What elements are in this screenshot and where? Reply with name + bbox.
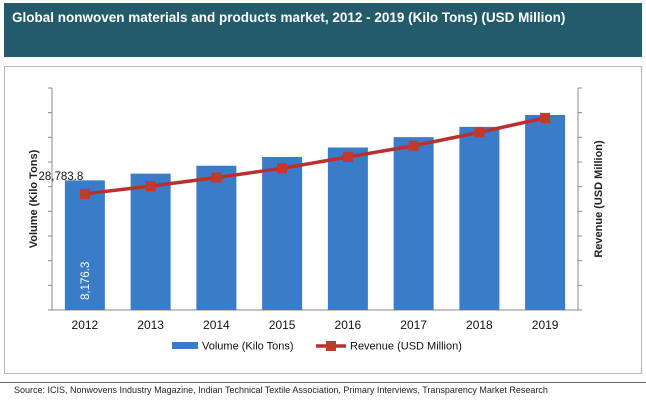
legend-revenue-label: Revenue (USD Million) bbox=[350, 341, 462, 353]
revenue-marker bbox=[277, 163, 288, 174]
revenue-marker bbox=[474, 127, 485, 138]
revenue-marker bbox=[145, 181, 156, 192]
volume-bar bbox=[130, 173, 171, 310]
legend-revenue-marker bbox=[326, 341, 336, 351]
volume-bar bbox=[196, 165, 237, 310]
line-data-label: 28,783.8 bbox=[38, 171, 83, 183]
x-tick-label: 2013 bbox=[137, 318, 164, 332]
right-axis-title: Revenue (USD Million) bbox=[593, 140, 605, 258]
revenue-line bbox=[84, 116, 546, 196]
chart-title: Global nonwoven materials and products m… bbox=[12, 10, 566, 25]
x-tick-label: 2014 bbox=[203, 318, 230, 332]
volume-bar bbox=[525, 114, 566, 310]
x-tick-label: 2012 bbox=[72, 318, 99, 332]
revenue-marker bbox=[79, 188, 90, 199]
source-text: Source: ICIS, Nonwovens Industry Magazin… bbox=[14, 385, 548, 395]
chart-frame bbox=[4, 66, 642, 374]
x-tick-label: 2017 bbox=[400, 318, 427, 332]
source-note: Source: ICIS, Nonwovens Industry Magazin… bbox=[0, 382, 646, 395]
revenue-marker bbox=[540, 112, 551, 123]
legend-volume-swatch bbox=[172, 342, 198, 349]
x-tick-label: 2018 bbox=[466, 318, 493, 332]
chart-title-banner: Global nonwoven materials and products m… bbox=[4, 3, 642, 57]
revenue-marker bbox=[408, 140, 419, 151]
volume-bar bbox=[262, 156, 303, 310]
bar-data-label: 8,176.3 bbox=[80, 262, 92, 300]
x-tick-label: 2015 bbox=[269, 318, 296, 332]
legend-volume-label: Volume (Kilo Tons) bbox=[202, 341, 294, 353]
x-tick-label: 2016 bbox=[335, 318, 362, 332]
volume-bar bbox=[327, 147, 368, 310]
volume-bar bbox=[459, 126, 500, 310]
revenue-marker bbox=[211, 172, 222, 183]
left-axis-title: Volume (Kilo Tons) bbox=[28, 149, 40, 248]
combo-chart: Volume (Kilo Tons) Revenue (USD Million) 2… bbox=[28, 87, 605, 353]
x-tick-label: 2019 bbox=[532, 318, 559, 332]
volume-bar bbox=[393, 137, 434, 310]
revenue-marker bbox=[342, 152, 353, 163]
volume-bar bbox=[64, 180, 105, 310]
